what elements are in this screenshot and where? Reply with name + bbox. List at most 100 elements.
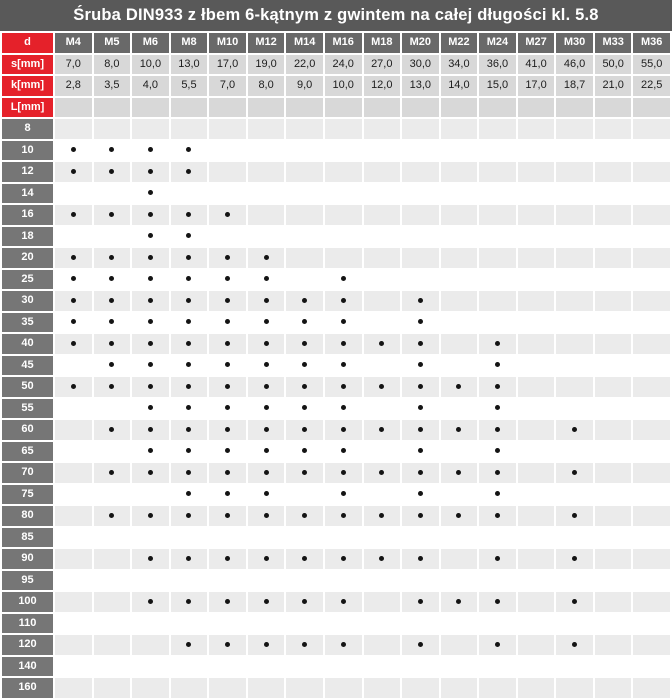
availability-dot-icon [186, 491, 192, 497]
availability-cell-M4-L60 [55, 420, 92, 440]
availability-cell-M6-L160 [132, 678, 169, 698]
row-label-95: 95 [2, 570, 53, 590]
availability-cell-M10-L50 [209, 377, 246, 397]
availability-cell-M10-L70 [209, 463, 246, 483]
availability-cell-M4-L35 [55, 312, 92, 332]
availability-cell-M14-L90 [286, 549, 323, 569]
k-value-M12: 8,0 [247, 76, 285, 96]
availability-cell-M10-L16 [209, 205, 246, 225]
availability-cell-M10-L160 [209, 678, 246, 698]
availability-dot-icon [225, 211, 231, 217]
col-header-M22: M22 [440, 33, 478, 53]
s-value-M36: 55,0 [633, 54, 670, 74]
availability-cell-M16-L14 [324, 183, 362, 203]
availability-cell-M20-L60 [402, 420, 439, 440]
availability-dot-icon [572, 426, 578, 432]
availability-cell-M18-L18 [363, 226, 401, 246]
availability-dot-icon [186, 448, 192, 454]
availability-cell-M14-L25 [286, 269, 323, 289]
availability-dot-icon [109, 362, 115, 368]
availability-dot-icon [340, 491, 346, 497]
availability-cell-M6-L10 [132, 140, 169, 160]
length-row-120: 120 [2, 635, 670, 655]
availability-cell-M14-L45 [286, 355, 323, 375]
table-head: d M4 M5 M6 M8 M10 M12 M14 M16 M18 M20 M22 M24 M27 M30 M… [2, 33, 670, 117]
availability-dot-icon [263, 383, 269, 389]
s-value-M10: 17,0 [209, 54, 246, 74]
availability-cell-M8-L75 [170, 484, 208, 504]
k-value-M36: 22,5 [633, 76, 670, 96]
col-header-M14: M14 [286, 33, 323, 53]
availability-dot-icon [147, 469, 153, 475]
availability-cell-M22-L12 [440, 162, 478, 182]
availability-dot-icon [302, 383, 308, 389]
availability-cell-M30-L110 [556, 613, 593, 633]
availability-cell-M12-L40 [247, 334, 285, 354]
availability-dot-icon [340, 641, 346, 647]
availability-dot-icon [109, 147, 115, 153]
row-label-14: 14 [2, 183, 53, 203]
availability-cell-M5-L85 [93, 527, 131, 547]
availability-cell-M5-L70 [93, 463, 131, 483]
availability-cell-M6-L14 [132, 183, 169, 203]
availability-cell-M10-L95 [209, 570, 246, 590]
availability-cell-M36-L60 [633, 420, 670, 440]
availability-cell-M16-L20 [324, 248, 362, 268]
col-header-M18: M18 [363, 33, 401, 53]
availability-cell-M20-L16 [402, 205, 439, 225]
row-label-70: 70 [2, 463, 53, 483]
availability-dot-icon [225, 555, 231, 561]
availability-dot-icon [417, 405, 423, 411]
availability-cell-M33-L16 [594, 205, 632, 225]
availability-cell-M14-L10 [286, 140, 323, 160]
availability-dot-icon [263, 641, 269, 647]
availability-dot-icon [186, 319, 192, 325]
length-row-85: 85 [2, 527, 670, 547]
availability-cell-M36-L20 [633, 248, 670, 268]
availability-cell-M33-L100 [594, 592, 632, 612]
availability-cell-M4-L75 [55, 484, 92, 504]
availability-cell-M30-L120 [556, 635, 593, 655]
availability-cell-M12-L18 [247, 226, 285, 246]
length-row-25: 25 [2, 269, 670, 289]
availability-dot-icon [186, 426, 192, 432]
availability-cell-M20-L70 [402, 463, 439, 483]
availability-dot-icon [186, 340, 192, 346]
availability-cell-M27-L100 [517, 592, 555, 612]
availability-cell-M12-L100 [247, 592, 285, 612]
s-value-M8: 13,0 [170, 54, 208, 74]
availability-cell-M16-L60 [324, 420, 362, 440]
availability-dot-icon [225, 362, 231, 368]
s-value-M6: 10,0 [132, 54, 169, 74]
availability-cell-M30-L50 [556, 377, 593, 397]
availability-cell-M18-L120 [363, 635, 401, 655]
availability-cell-M10-L80 [209, 506, 246, 526]
availability-cell-M18-L75 [363, 484, 401, 504]
availability-cell-M24-L95 [479, 570, 516, 590]
availability-cell-M5-L55 [93, 398, 131, 418]
availability-dot-icon [494, 469, 500, 475]
availability-cell-M5-L50 [93, 377, 131, 397]
availability-dot-icon [109, 383, 115, 389]
availability-cell-M22-L30 [440, 291, 478, 311]
availability-cell-M22-L10 [440, 140, 478, 160]
availability-cell-M18-L140 [363, 656, 401, 676]
s-value-M33: 50,0 [594, 54, 632, 74]
availability-cell-M36-L14 [633, 183, 670, 203]
availability-dot-icon [225, 512, 231, 518]
availability-cell-M33-L20 [594, 248, 632, 268]
availability-dot-icon [340, 512, 346, 518]
availability-cell-M4-L65 [55, 441, 92, 461]
availability-cell-M20-L45 [402, 355, 439, 375]
availability-cell-M10-L14 [209, 183, 246, 203]
availability-cell-M6-L65 [132, 441, 169, 461]
row-label-120: 120 [2, 635, 53, 655]
availability-cell-M10-L90 [209, 549, 246, 569]
availability-cell-M24-L75 [479, 484, 516, 504]
length-row-10: 10 [2, 140, 670, 160]
availability-cell-M16-L95 [324, 570, 362, 590]
availability-cell-M18-L45 [363, 355, 401, 375]
availability-cell-M5-L90 [93, 549, 131, 569]
availability-cell-M36-L100 [633, 592, 670, 612]
